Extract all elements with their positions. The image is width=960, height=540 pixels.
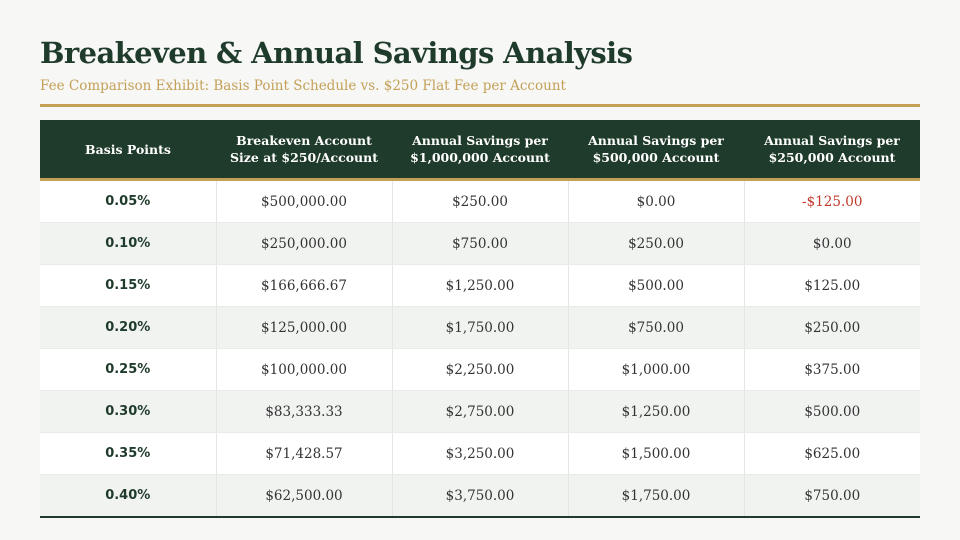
column-header: Breakeven Account Size at $250/Account [216,120,392,181]
table-row: 0.15% $166,666.67 $1,250.00 $500.00 $125… [40,264,920,307]
page-subtitle: Fee Comparison Exhibit: Basis Point Sche… [40,78,566,94]
breakeven-cell: $100,000.00 [215,348,392,391]
breakeven-cell: $62,500.00 [215,474,392,518]
savings-1m-cell: $2,750.00 [391,390,568,433]
savings-500k-cell: $250.00 [567,222,744,265]
breakeven-cell: $125,000.00 [215,306,392,349]
basis-points-cell: 0.10% [40,222,216,265]
savings-1m-cell: $1,250.00 [391,264,568,307]
savings-250k-cell: $250.00 [743,306,920,349]
breakeven-cell: $250,000.00 [215,222,392,265]
savings-500k-cell: $750.00 [567,306,744,349]
savings-250k-cell: $750.00 [743,474,920,518]
savings-1m-cell: $1,750.00 [391,306,568,349]
basis-points-cell: 0.40% [40,474,216,518]
savings-1m-cell: $250.00 [391,179,568,223]
table-row: 0.35% $71,428.57 $3,250.00 $1,500.00 $62… [40,432,920,475]
savings-1m-cell: $2,250.00 [391,348,568,391]
savings-500k-cell: $0.00 [567,179,744,223]
breakeven-cell: $71,428.57 [215,432,392,475]
table-row: 0.25% $100,000.00 $2,250.00 $1,000.00 $3… [40,348,920,391]
breakeven-cell: $500,000.00 [215,179,392,223]
basis-points-cell: 0.05% [40,179,216,223]
gold-divider [40,104,920,107]
breakeven-cell: $83,333.33 [215,390,392,433]
basis-points-cell: 0.30% [40,390,216,433]
savings-500k-cell: $1,250.00 [567,390,744,433]
table-row: 0.20% $125,000.00 $1,750.00 $750.00 $250… [40,306,920,349]
savings-1m-cell: $750.00 [391,222,568,265]
table-row: 0.30% $83,333.33 $2,750.00 $1,250.00 $50… [40,390,920,433]
column-header: Annual Savings per $500,000 Account [568,120,744,181]
savings-1m-cell: $3,250.00 [391,432,568,475]
basis-points-cell: 0.20% [40,306,216,349]
savings-250k-cell: $125.00 [743,264,920,307]
basis-points-cell: 0.25% [40,348,216,391]
breakeven-cell: $166,666.67 [215,264,392,307]
basis-points-cell: 0.35% [40,432,216,475]
page-title: Breakeven & Annual Savings Analysis [40,36,633,70]
column-header: Annual Savings per $250,000 Account [744,120,920,181]
column-header: Annual Savings per $1,000,000 Account [392,120,568,181]
savings-500k-cell: $500.00 [567,264,744,307]
savings-500k-cell: $1,000.00 [567,348,744,391]
basis-points-cell: 0.15% [40,264,216,307]
savings-500k-cell: $1,750.00 [567,474,744,518]
savings-250k-cell: $375.00 [743,348,920,391]
savings-250k-cell: $0.00 [743,222,920,265]
table-row: 0.40% $62,500.00 $3,750.00 $1,750.00 $75… [40,474,920,518]
savings-250k-cell: $500.00 [743,390,920,433]
table-header-row: Basis Points Breakeven Account Size at $… [40,120,920,181]
savings-250k-cell: -$125.00 [743,179,920,223]
savings-250k-cell: $625.00 [743,432,920,475]
savings-1m-cell: $3,750.00 [391,474,568,518]
column-header: Basis Points [40,120,216,181]
table-row: 0.10% $250,000.00 $750.00 $250.00 $0.00 [40,222,920,265]
savings-table: Basis Points Breakeven Account Size at $… [40,120,920,518]
savings-500k-cell: $1,500.00 [567,432,744,475]
table-row: 0.05% $500,000.00 $250.00 $0.00 -$125.00 [40,179,920,223]
